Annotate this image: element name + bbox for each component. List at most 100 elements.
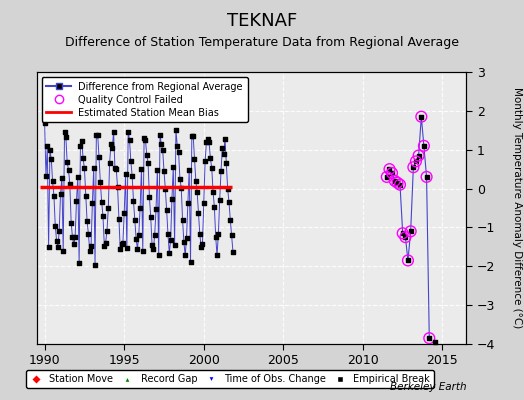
Point [174, 149, 183, 155]
Point [194, 210, 203, 217]
Point [393, 180, 401, 186]
Point [205, 139, 213, 146]
Point [67, 220, 75, 226]
Point [420, 143, 428, 149]
Point [223, 186, 232, 192]
Point [123, 244, 131, 251]
Point [103, 228, 111, 234]
Point [115, 216, 123, 222]
Point [137, 166, 146, 172]
Point [390, 178, 399, 184]
Point [212, 234, 220, 240]
Point [66, 181, 74, 188]
Point [217, 168, 225, 174]
Point [147, 214, 155, 220]
Point [422, 174, 431, 180]
Point [117, 241, 126, 248]
Point [185, 167, 193, 173]
Point [90, 165, 98, 171]
Point [218, 144, 226, 151]
Point [152, 206, 160, 212]
Point [124, 128, 133, 135]
Point [180, 239, 188, 246]
Point [71, 234, 79, 240]
Point [383, 174, 391, 180]
Point [97, 198, 106, 205]
Point [404, 257, 412, 264]
Point [135, 232, 143, 238]
Point [165, 250, 173, 256]
Point [412, 158, 420, 164]
Point [46, 147, 54, 154]
Point [409, 164, 418, 170]
Point [70, 241, 78, 248]
Point [226, 217, 235, 223]
Point [168, 195, 176, 202]
Point [88, 200, 96, 206]
Point [385, 166, 394, 172]
Point [227, 232, 236, 238]
Point [42, 173, 50, 180]
Point [73, 174, 82, 180]
Point [52, 237, 61, 244]
Point [178, 216, 187, 223]
Point [149, 246, 158, 252]
Point [119, 240, 127, 246]
Point [396, 182, 404, 188]
Point [129, 198, 138, 204]
Point [213, 252, 221, 259]
Point [53, 244, 62, 250]
Point [78, 138, 86, 144]
Point [173, 142, 181, 149]
Point [422, 174, 431, 180]
Point [430, 339, 439, 345]
Point [188, 132, 196, 139]
Point [210, 204, 219, 210]
Point [59, 248, 68, 254]
Point [47, 156, 56, 162]
Point [62, 134, 70, 140]
Point [141, 137, 150, 143]
Point [425, 335, 433, 341]
Point [388, 170, 396, 176]
Point [133, 246, 141, 252]
Point [83, 218, 91, 224]
Point [113, 184, 122, 190]
Point [396, 182, 404, 188]
Point [399, 230, 407, 236]
Point [189, 133, 198, 139]
Point [420, 143, 428, 149]
Point [215, 197, 224, 204]
Point [100, 242, 108, 249]
Point [202, 138, 211, 145]
Point [182, 234, 191, 241]
Point [107, 141, 115, 147]
Point [187, 259, 195, 265]
Point [72, 198, 81, 204]
Point [64, 166, 73, 173]
Point [164, 231, 172, 237]
Point [43, 143, 51, 149]
Point [385, 166, 394, 172]
Point [162, 207, 171, 214]
Point [58, 174, 66, 181]
Point [393, 180, 401, 186]
Point [201, 158, 209, 164]
Y-axis label: Monthly Temperature Anomaly Difference (°C): Monthly Temperature Anomaly Difference (… [512, 87, 522, 329]
Point [414, 152, 423, 159]
Point [172, 127, 180, 133]
Point [75, 260, 83, 266]
Text: TEKNAF: TEKNAF [227, 12, 297, 30]
Point [102, 240, 110, 246]
Point [136, 204, 144, 211]
Point [82, 192, 90, 199]
Point [111, 164, 119, 171]
Point [99, 213, 107, 219]
Point [128, 173, 136, 179]
Text: Difference of Station Temperature Data from Regional Average: Difference of Station Temperature Data f… [65, 36, 459, 49]
Point [206, 155, 215, 162]
Point [156, 132, 164, 138]
Point [112, 166, 121, 172]
Point [150, 232, 159, 238]
Point [229, 248, 237, 255]
